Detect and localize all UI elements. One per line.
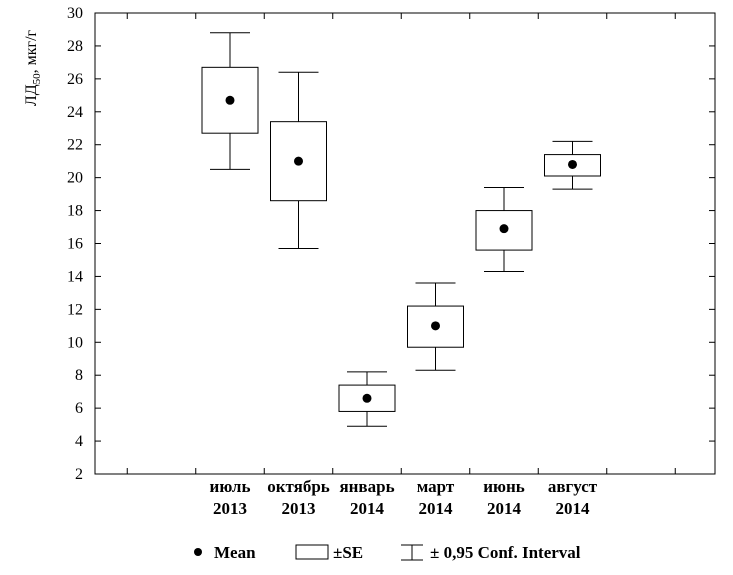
box-item (270, 71, 327, 249)
legend-mean-label: Mean (214, 543, 256, 562)
y-tick-label: 8 (75, 367, 83, 384)
x-category-label-line1: январь (339, 477, 394, 496)
y-tick-label: 6 (75, 400, 83, 417)
box-item (201, 32, 259, 170)
x-category-label-line1: август (548, 477, 598, 496)
y-tick-label: 18 (67, 203, 83, 220)
x-category-label-line1: июль (210, 477, 251, 496)
y-tick-label: 16 (67, 236, 83, 253)
mean-point (362, 393, 372, 403)
box-item (544, 140, 601, 190)
y-tick-label: 10 (67, 334, 83, 351)
x-category-label-line2: 2014 (556, 499, 591, 518)
y-axis-label-unit: , мкг/г (23, 29, 40, 73)
x-category-label-line1: март (417, 477, 455, 496)
x-category-label-line2: 2013 (213, 499, 247, 518)
x-category-label-line1: июнь (483, 477, 525, 496)
x-category-label-line2: 2014 (487, 499, 522, 518)
box-item (407, 282, 464, 371)
mean-point (431, 321, 440, 331)
box-item (338, 371, 396, 427)
y-tick-label: 14 (67, 268, 83, 285)
mean-point (499, 224, 509, 234)
y-tick-label: 28 (67, 38, 83, 55)
x-category-label-line2: 2013 (282, 499, 316, 518)
y-tick-label: 20 (67, 170, 83, 187)
legend-se-box (295, 544, 329, 560)
y-tick-label: 22 (67, 137, 83, 154)
legend-se-label: ±SE (333, 543, 363, 562)
plot-frame (94, 12, 716, 475)
mean-point (225, 95, 235, 105)
legend-ci-label: ± 0,95 Conf. Interval (430, 543, 581, 562)
legend-ci-whisker-icon (401, 544, 423, 561)
x-category-label-line2: 2014 (419, 499, 454, 518)
y-axis-label-subscript: 50 (31, 73, 43, 85)
x-category-label-line1: октябрь (267, 477, 330, 496)
y-tick-label: 4 (75, 433, 83, 450)
x-axis-ticks (126, 13, 676, 474)
box-item (475, 187, 533, 272)
mean-point (294, 156, 303, 166)
y-tick-label: 26 (67, 71, 83, 88)
y-axis-label: ЛД50, мкг/г (23, 29, 43, 106)
legend-mean-marker (194, 548, 202, 556)
x-category-label-line2: 2014 (350, 499, 385, 518)
y-axis-label-main: ЛД (23, 84, 40, 106)
y-tick-label: 12 (67, 301, 83, 318)
legend: Mean ±SE ± 0,95 Conf. Interval (194, 543, 581, 562)
box-series (201, 32, 601, 427)
y-tick-label: 24 (67, 104, 83, 121)
y-tick-label: 2 (75, 466, 83, 483)
mean-point (568, 159, 577, 169)
y-tick-label: 30 (67, 5, 83, 22)
x-axis-labels: июль 2013 октябрь 2013 январь 2014 март 2014 июн… (210, 477, 598, 518)
